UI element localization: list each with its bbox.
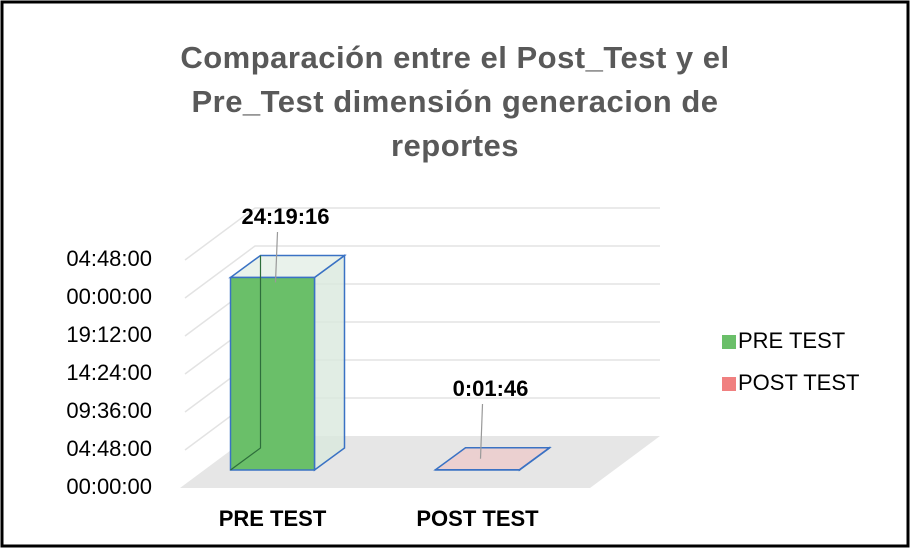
- y-tick-label: 19:12:00: [66, 322, 152, 347]
- y-tick-label: 00:00:00: [66, 474, 152, 499]
- legend-swatch: [722, 335, 736, 349]
- legend-swatch: [722, 377, 736, 391]
- y-tick-label: 04:48:00: [66, 436, 152, 461]
- x-tick-label: POST TEST: [416, 506, 539, 531]
- leader-line: [274, 231, 279, 283]
- data-label: 0:01:46: [453, 376, 529, 401]
- bar: [229, 276, 316, 471]
- legend-label: POST TEST: [738, 370, 859, 395]
- legend-label: PRE TEST: [738, 328, 845, 353]
- bar-edge: [230, 255, 262, 471]
- data-label: 24:19:16: [241, 204, 329, 229]
- grid-line: [184, 207, 660, 261]
- chart-title: Comparación entre el Post_Test y el Pre_…: [180, 40, 730, 163]
- y-tick-label: 09:36:00: [66, 398, 152, 423]
- y-tick-label: 04:48:00: [66, 246, 152, 271]
- leader-line: [479, 403, 484, 459]
- y-tick-label: 00:00:00: [66, 284, 152, 309]
- y-tick-label: 14:24:00: [66, 360, 152, 385]
- grid-line: [184, 245, 660, 299]
- x-tick-label: PRE TEST: [219, 506, 327, 531]
- bar-side: [313, 253, 346, 472]
